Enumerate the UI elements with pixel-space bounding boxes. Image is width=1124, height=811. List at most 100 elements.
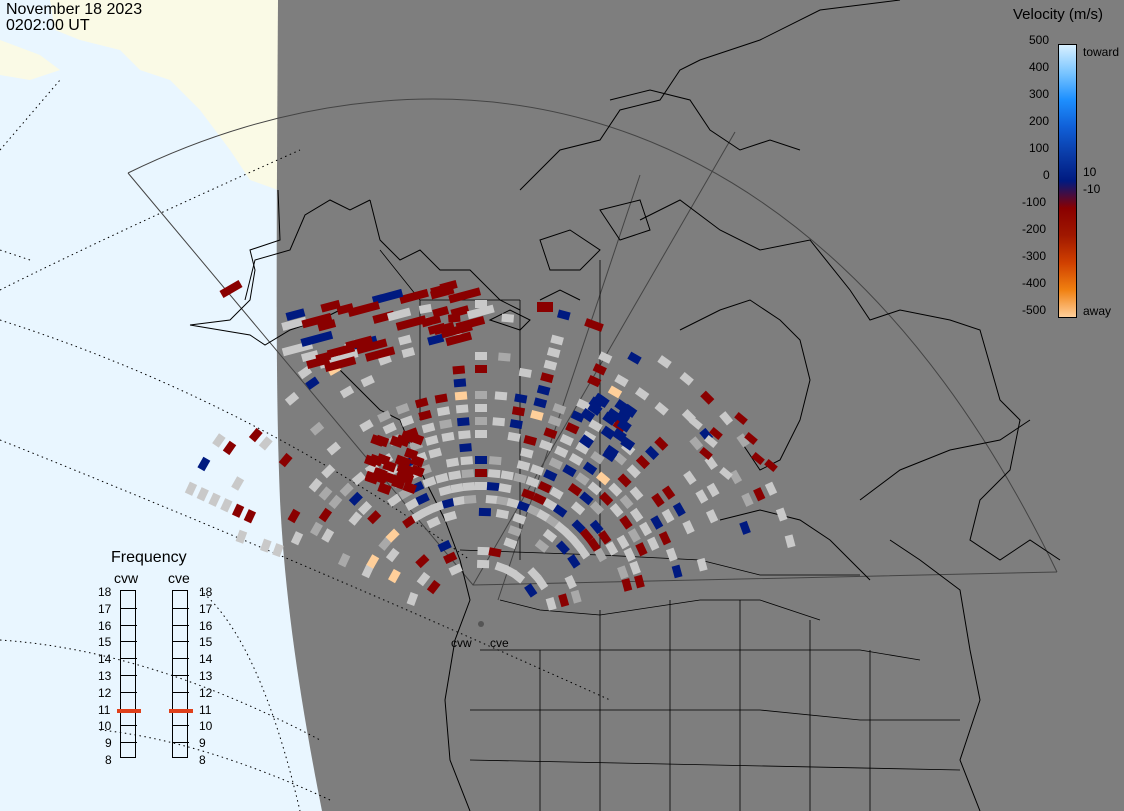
echo-cell [565,422,580,435]
echo-cell [220,498,233,513]
echo-cell [496,495,510,506]
echo-cell [272,543,284,558]
echo-cell [588,419,603,433]
echo-cell [571,519,586,534]
echo-cell [455,404,469,414]
echo-cell [458,430,471,440]
echo-cell [416,571,431,587]
echo-cell [576,398,591,411]
echo-cell [699,446,713,461]
echo-cell [671,564,683,579]
echo-cell [682,520,695,535]
echo-cell [427,333,445,346]
echo-cell [377,482,392,495]
echo-cell [395,315,427,331]
echo-cell [739,520,751,535]
echo-cell [617,473,632,488]
echo-cell [448,287,482,304]
echo-cell [318,486,333,501]
echo-cell [320,299,341,313]
echo-cell [579,528,594,543]
date-label: November 18 2023 [6,1,143,18]
echo-cell [536,509,551,523]
echo-cell [475,456,487,464]
radar-label-cvw: cvw [114,570,139,586]
echo-cell [339,482,354,497]
echo-cell [487,469,501,479]
echo-cell [519,447,534,459]
echo-cell [651,492,665,508]
echo-cell [431,500,446,513]
echo-cell [402,514,417,529]
echo-cell [361,564,374,579]
echo-cell [259,538,272,553]
echo-cell [359,419,374,433]
echo-cell [243,509,257,524]
echo-cell [305,376,320,390]
echo-cell [524,583,538,598]
echo-cell [658,531,672,546]
echo-cell [309,421,325,436]
echo-cell [501,313,515,323]
echo-cell [512,512,527,525]
echo-cell [602,411,618,426]
sunlit-land-west [0,40,60,80]
echo-cell [290,531,304,546]
echo-cell [617,565,629,580]
echo-cell [321,464,336,479]
echo-cell [437,539,452,553]
echo-cell [526,504,541,517]
echo-cell [452,365,466,375]
echo-cell [542,528,558,543]
frequency-title: Frequency [111,549,187,566]
echo-cell [570,589,582,604]
echo-cell [395,402,410,415]
frequency-marker [169,708,193,713]
echo-cell [605,541,619,556]
frequency-scale-box [120,590,137,758]
echo-cell [709,426,723,441]
echo-cell [611,427,627,443]
echo-cell [672,502,686,517]
echo-cell [589,519,604,535]
frequency-tick-left: 13 [98,669,112,683]
frequency-tick-right: 9 [199,736,206,751]
echo-cell [475,430,487,438]
echo-cell [208,492,221,507]
echo-cell [552,504,568,518]
echo-cell [629,560,641,575]
echo-cell [367,510,382,525]
echo-cell [450,483,464,494]
echo-cell [775,507,788,522]
echo-cell [403,447,419,461]
echo-cell [587,374,602,388]
echo-cell [345,335,374,351]
echo-cell [212,433,226,448]
echo-cell [477,546,490,556]
echo-cell [462,482,476,492]
legend-tick: 100 [1029,141,1050,155]
echo-cell [348,491,363,506]
site-label-cve: cve [490,636,509,650]
echo-cell [555,540,570,555]
echo-cell [719,411,734,426]
echo-cell [616,534,630,550]
echo-cell [395,434,411,448]
echo-cell [594,547,607,563]
echo-cell [627,528,641,543]
echo-cell [430,285,455,300]
frequency-tick-right: 13 [199,669,213,683]
echo-cell [459,443,472,453]
echo-cell [285,308,306,321]
echo-cell [434,393,448,404]
frequency-tick-left: 14 [98,652,112,667]
legend-away-label: away [1083,304,1112,318]
legend-tick: 500 [1029,33,1050,47]
echo-cell [530,464,545,476]
echo-cell [629,486,644,501]
echo-cell [222,440,237,456]
echo-cell [377,410,392,423]
echo-cell [475,404,487,412]
echo-cell [538,439,553,452]
